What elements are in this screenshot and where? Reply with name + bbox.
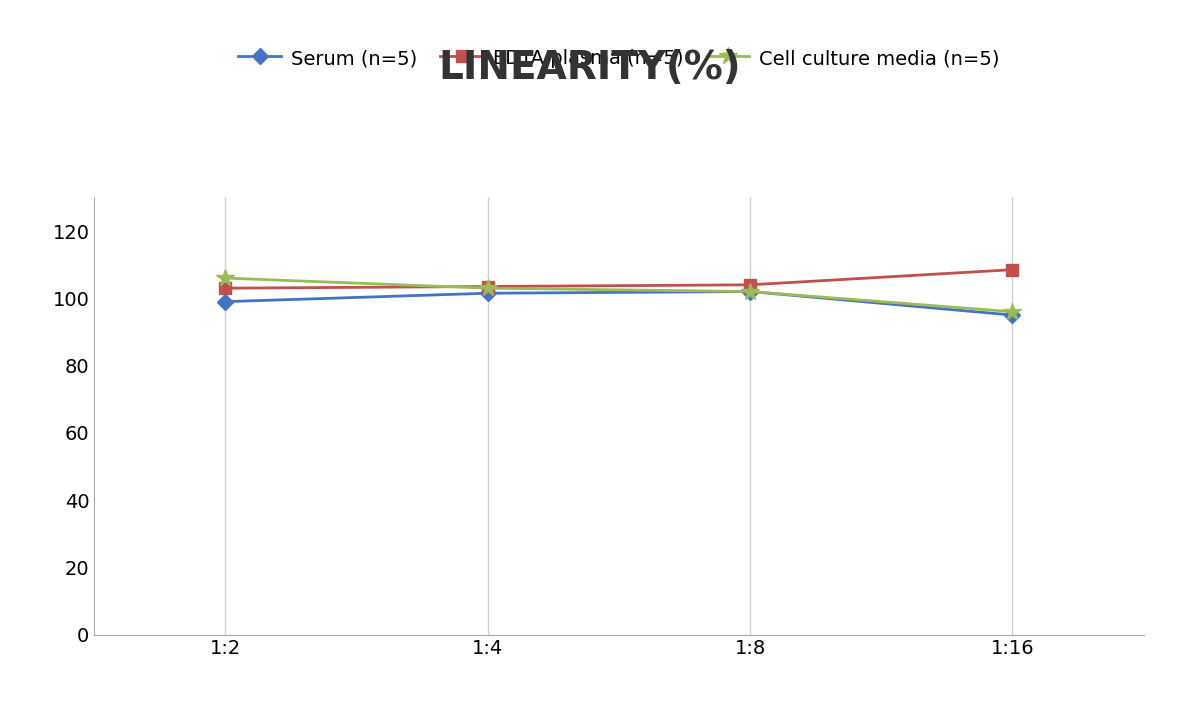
- EDTA plasma (n=5): [743, 281, 757, 289]
- Line: Serum (n=5): Serum (n=5): [220, 286, 1017, 321]
- Serum (n=5): [481, 289, 495, 298]
- Cell culture media (n=5): [481, 284, 495, 293]
- Serum (n=5): [218, 298, 232, 306]
- Line: Cell culture media (n=5): Cell culture media (n=5): [217, 269, 1021, 321]
- Legend: Serum (n=5), EDTA plasma (n=5), Cell culture media (n=5): Serum (n=5), EDTA plasma (n=5), Cell cul…: [230, 41, 1008, 76]
- Cell culture media (n=5): [743, 288, 757, 296]
- EDTA plasma (n=5): [481, 282, 495, 290]
- Serum (n=5): [1006, 311, 1020, 319]
- Text: LINEARITY(%): LINEARITY(%): [439, 49, 740, 87]
- EDTA plasma (n=5): [218, 284, 232, 293]
- Cell culture media (n=5): [218, 274, 232, 282]
- Line: EDTA plasma (n=5): EDTA plasma (n=5): [220, 264, 1017, 294]
- Cell culture media (n=5): [1006, 307, 1020, 316]
- Serum (n=5): [743, 288, 757, 296]
- EDTA plasma (n=5): [1006, 266, 1020, 274]
